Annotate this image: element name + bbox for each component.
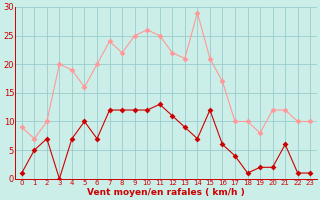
X-axis label: Vent moyen/en rafales ( km/h ): Vent moyen/en rafales ( km/h ): [87, 188, 245, 197]
